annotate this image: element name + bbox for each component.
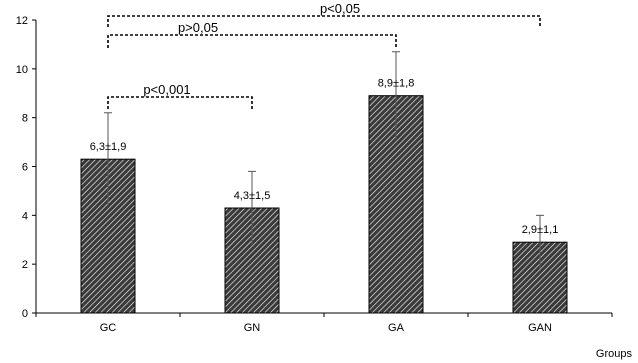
data-label: 4,3±1,5 <box>234 190 271 202</box>
y-tick-label: 2 <box>22 259 28 271</box>
significance-annotations: p<0,05 p>0,05 p<0,001 <box>107 1 541 109</box>
data-label: 2,9±1,1 <box>522 224 559 236</box>
bars: 6,3±1,9 4,3±1,5 8,9±1,8 2,9±1,1 <box>80 51 568 314</box>
significance-bracket <box>107 34 397 48</box>
x-tick-label: GN <box>244 322 261 334</box>
y-tick-label: 4 <box>22 210 28 222</box>
significance-label: p>0,05 <box>178 20 218 35</box>
y-tick-label: 6 <box>22 162 28 174</box>
x-tick-label: GA <box>388 322 405 334</box>
x-tick-label: GC <box>100 322 117 334</box>
data-label: 6,3±1,9 <box>90 141 127 153</box>
x-tick-label: GAN <box>528 322 552 334</box>
y-tick-label: 12 <box>16 15 28 27</box>
y-tick-label: 8 <box>22 113 28 125</box>
y-tick-label: 0 <box>22 308 28 320</box>
significance-bracket <box>107 15 541 27</box>
x-axis-title: Groups <box>596 348 633 360</box>
significance-bracket <box>107 96 253 109</box>
data-label: 8,9±1,8 <box>378 78 415 90</box>
significance-label: p<0,05 <box>320 1 360 16</box>
significance-label: p<0,001 <box>143 82 190 97</box>
y-tick-label: 10 <box>16 64 28 76</box>
